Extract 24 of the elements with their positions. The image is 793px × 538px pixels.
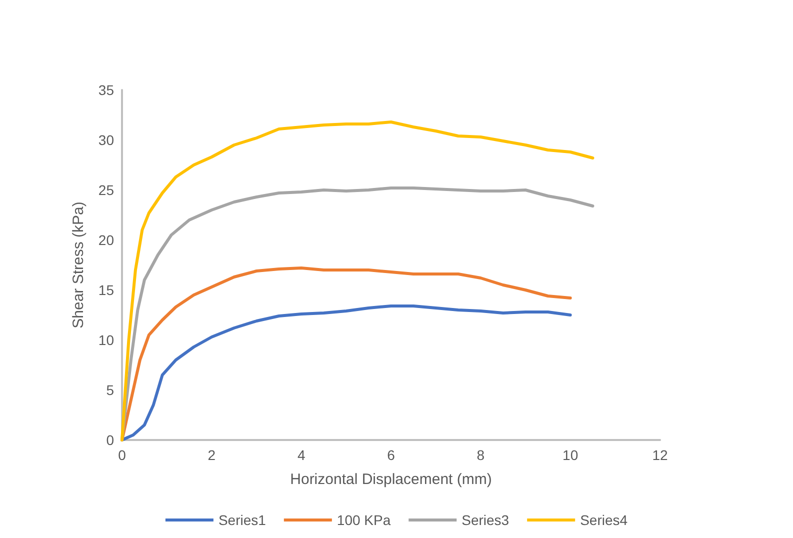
legend-label: Series3 (462, 512, 510, 528)
x-tick-label: 0 (118, 447, 126, 463)
y-tick-label: 5 (106, 382, 114, 398)
y-tick-label: 15 (98, 282, 114, 298)
y-tick-label: 35 (98, 82, 114, 98)
x-tick-label: 4 (297, 447, 306, 463)
y-tick-label: 10 (98, 332, 114, 348)
x-tick-label: 8 (476, 447, 485, 463)
legend-label: Series4 (580, 512, 628, 528)
x-tick-label: 2 (208, 447, 216, 463)
line-series (120, 266, 572, 442)
line-series (120, 120, 594, 442)
x-axis-title: Horizontal Displacement (mm) (290, 471, 492, 488)
x-tick-label: 6 (387, 447, 396, 463)
y-tick-label: 25 (98, 182, 114, 198)
line-series (120, 304, 572, 442)
x-tick-label: 10 (562, 447, 578, 463)
x-tick-label: 12 (652, 447, 668, 463)
y-tick-label: 30 (98, 132, 114, 148)
y-tick-label: 20 (98, 232, 114, 248)
legend-label: 100 KPa (336, 512, 391, 528)
y-axis-title: Shear Stress (kPa) (70, 202, 87, 328)
legend-label: Series1 (218, 512, 266, 528)
y-tick-label: 0 (106, 432, 114, 448)
